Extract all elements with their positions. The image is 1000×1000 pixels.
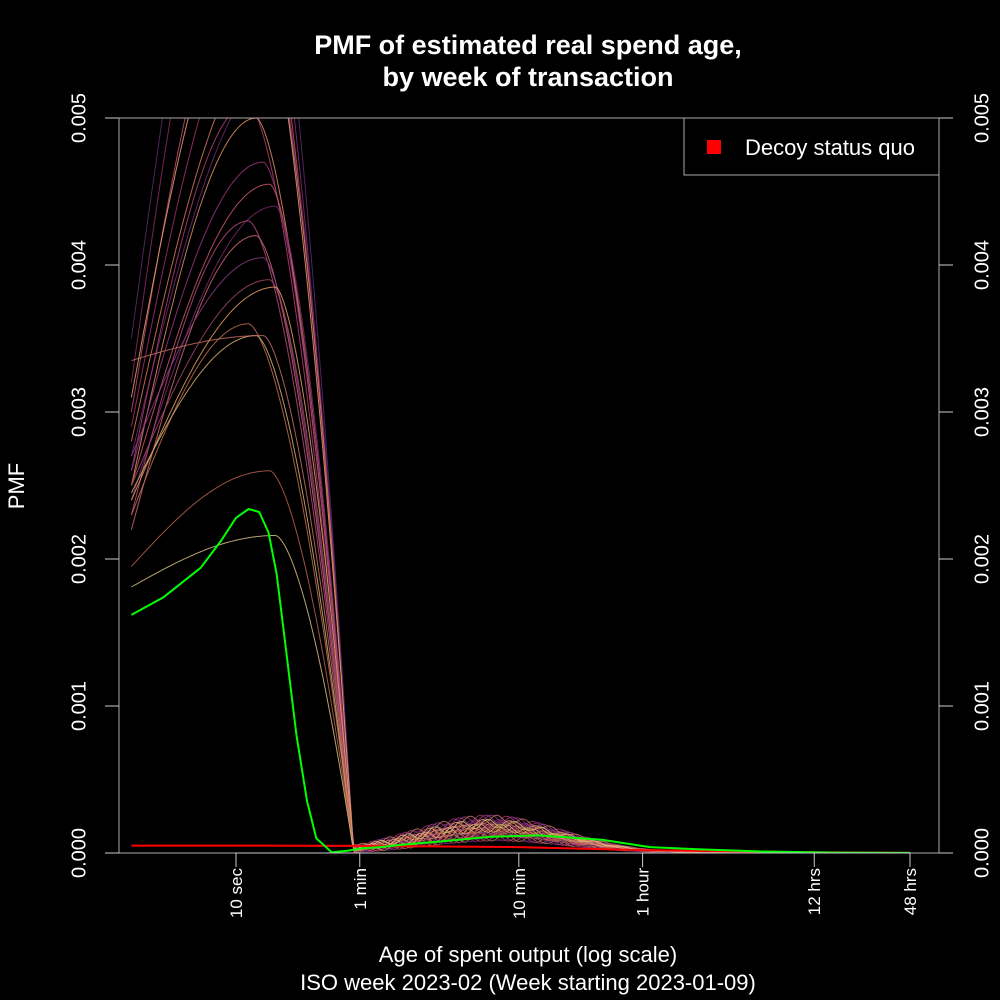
x-tick-label: 10 sec — [227, 868, 246, 919]
highlight-series-line — [130, 508, 911, 853]
y-tick-label-right: 0.005 — [971, 93, 993, 143]
x-tick-label: 10 min — [510, 868, 529, 919]
background-series-line — [130, 183, 910, 853]
background-series-line — [130, 323, 910, 853]
y-tick-label-left: 0.001 — [68, 681, 90, 731]
x-tick-label: 48 hrs — [901, 868, 920, 915]
background-series-line — [130, 257, 910, 853]
y-tick-label-left: 0.005 — [68, 93, 90, 143]
x-tick-label: 12 hrs — [805, 868, 824, 915]
background-series-line — [130, 286, 910, 853]
background-series-line — [130, 118, 910, 853]
background-series-line — [130, 235, 910, 853]
chart-title-line1: PMF of estimated real spend age, — [314, 30, 742, 60]
x-axis-label: Age of spent output (log scale) — [379, 942, 677, 967]
chart-title-line2: by week of transaction — [382, 62, 673, 92]
background-series-line — [131, 335, 910, 853]
legend-swatch-decoy — [707, 140, 721, 154]
x-tick-label: 1 hour — [634, 868, 653, 917]
legend-box — [683, 117, 940, 176]
y-tick-label-left: 0.003 — [68, 387, 90, 437]
background-series-line — [130, 220, 910, 853]
background-series-group — [130, 118, 910, 853]
y-tick-label-right: 0.003 — [971, 387, 993, 437]
y-tick-label-left: 0.004 — [68, 240, 90, 290]
y-tick-label-left: 0.002 — [68, 534, 90, 584]
foreground-series-group — [130, 508, 911, 853]
background-series-line — [131, 470, 910, 853]
background-series-line — [131, 535, 910, 853]
chart-subtitle: ISO week 2023-02 (Week starting 2023-01-… — [300, 970, 756, 995]
background-series-line — [130, 118, 910, 853]
background-series-line — [130, 161, 910, 853]
y-tick-label-left: 0.000 — [68, 828, 90, 878]
y-axis-label: PMF — [4, 463, 29, 509]
legend: Decoy status quo — [683, 117, 940, 176]
y-tick-label-right: 0.001 — [971, 681, 993, 731]
legend-label-decoy: Decoy status quo — [745, 135, 915, 160]
background-series-line — [130, 118, 910, 853]
y-tick-label-right: 0.000 — [971, 828, 993, 878]
x-tick-label: 1 min — [351, 868, 370, 910]
background-series-line — [130, 118, 910, 853]
x-axis: 10 sec 1 min 10 min 1 hour 12 hrs 48 hrs — [227, 852, 920, 919]
y-tick-label-right: 0.004 — [971, 240, 993, 290]
y-axes: 0.000 0.000 0.001 0.001 0.002 0.002 0.003 0.003… — [68, 93, 993, 878]
y-tick-label-right: 0.002 — [971, 534, 993, 584]
